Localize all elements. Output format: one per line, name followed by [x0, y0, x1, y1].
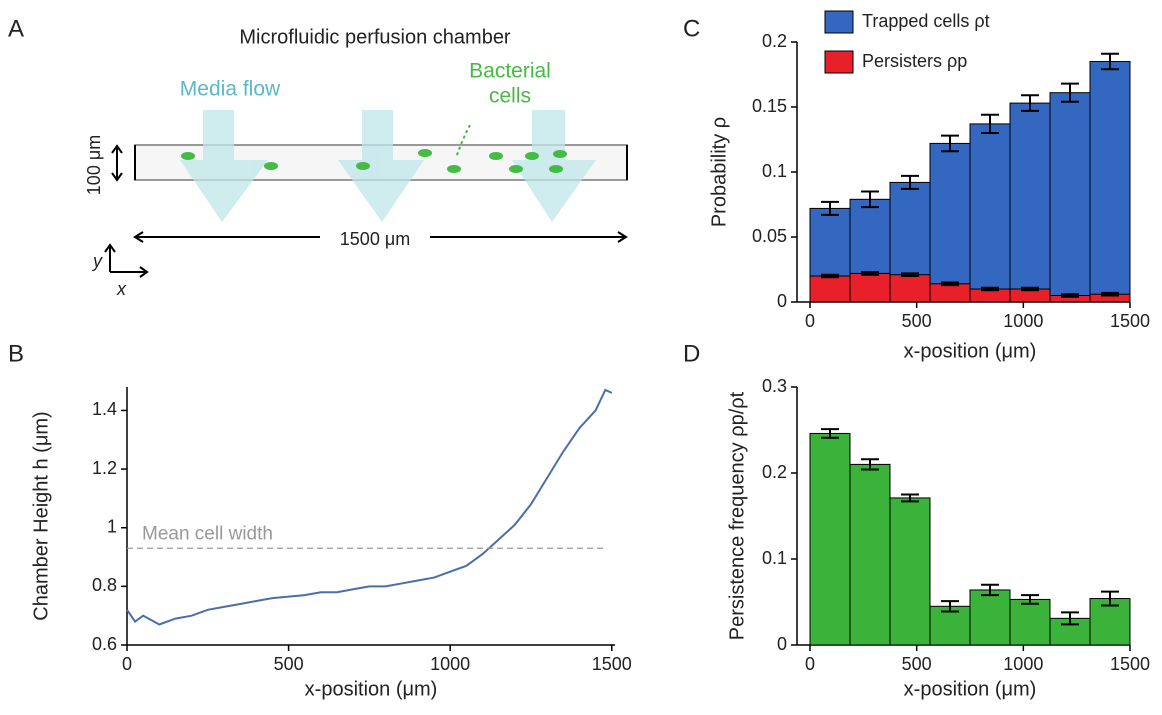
bar — [929, 283, 971, 303]
length-arrow — [133, 231, 628, 243]
cells-label: cells — [489, 85, 531, 108]
height-arrow — [111, 144, 123, 182]
bar — [1009, 102, 1051, 303]
x-tick-label: 1000 — [430, 654, 470, 674]
error-bar — [901, 272, 919, 277]
error-bar — [821, 273, 839, 279]
x-tick-label: 500 — [274, 654, 304, 674]
y-tick-label: 0.1 — [762, 161, 787, 181]
bar — [889, 497, 931, 646]
panel-label: C — [683, 15, 700, 42]
legend-swatch — [824, 50, 854, 74]
x-tick-label: 500 — [902, 654, 932, 674]
error-bar — [981, 286, 999, 292]
error-bar — [1101, 590, 1119, 607]
y-axis-label: Probability ρ — [708, 117, 730, 227]
height-label: 100 μm — [84, 135, 104, 195]
axes-icon — [104, 243, 149, 278]
x-tick-label: 0 — [122, 654, 132, 674]
error-bar — [1101, 291, 1119, 297]
x-tick-label: 0 — [805, 311, 815, 331]
bar — [809, 275, 851, 303]
bar — [849, 463, 891, 646]
pointer — [455, 124, 471, 159]
x-tick-label: 1500 — [592, 654, 632, 674]
y-tick-label: 0.2 — [762, 462, 787, 482]
error-bar — [861, 271, 879, 276]
bar — [969, 123, 1011, 303]
panel-label: D — [683, 340, 700, 367]
y-tick-label: 1 — [107, 516, 117, 536]
legend-label: Trapped cells ρt — [862, 11, 990, 31]
y-tick-label: 1.4 — [92, 399, 117, 419]
error-bar — [901, 174, 919, 190]
y-tick-label: 0.6 — [92, 634, 117, 654]
y-axis-label: Chamber Height h (μm) — [30, 411, 52, 620]
y-tick-label: 0.1 — [762, 548, 787, 568]
error-bar — [941, 281, 959, 287]
x-tick-label: 500 — [902, 311, 932, 331]
error-bar — [861, 190, 879, 209]
length-label: 1500 μm — [340, 229, 410, 249]
panel-a: A Microfluidic perfusion chamber Media f… — [8, 15, 628, 299]
cells-label: Bacterial — [469, 60, 551, 83]
cells — [181, 149, 567, 173]
bar — [929, 142, 971, 303]
x-axis-label: x-position (μm) — [305, 678, 438, 700]
flow-label: Media flow — [180, 78, 281, 101]
error-bar — [1101, 52, 1119, 71]
y-tick-label: 0.15 — [752, 96, 787, 116]
axis-x-icon: x — [116, 279, 127, 299]
x-tick-label: 1000 — [1003, 654, 1043, 674]
x-tick-label: 1000 — [1003, 311, 1043, 331]
y-tick-label: 0.2 — [762, 31, 787, 51]
error-bar — [1021, 286, 1039, 292]
error-bar — [1021, 94, 1039, 112]
error-bar — [1021, 594, 1039, 605]
panel-label: A — [8, 15, 24, 42]
error-bar — [1061, 611, 1079, 626]
error-bar — [821, 200, 839, 216]
x-tick-label: 1500 — [1110, 654, 1150, 674]
bar — [809, 432, 851, 646]
bar — [1089, 61, 1131, 303]
legend-label: Persisters ρp — [862, 51, 967, 71]
y-tick-label: 0 — [777, 634, 787, 654]
panel-label: B — [8, 340, 24, 367]
legend-swatch — [824, 10, 854, 34]
y-tick-label: 1.2 — [92, 458, 117, 478]
axis-y-icon: y — [91, 251, 103, 271]
bar — [1009, 598, 1051, 646]
error-bar — [981, 583, 999, 597]
error-bar — [821, 428, 839, 439]
flow-arrows — [180, 110, 596, 222]
chart-panel: B 0.6 0.8 1 1.2 1.4 0 500 1000 1500 x-position (μm… — [8, 340, 632, 700]
x-tick-label: 0 — [805, 654, 815, 674]
bar — [849, 272, 891, 303]
bar — [889, 274, 931, 303]
y-tick-label: 0.8 — [92, 575, 117, 595]
diagram-title: Microfluidic perfusion chamber — [239, 26, 511, 48]
chart-panel: C 0 0.05 0.1 0.15 0.2 0 500 1000 1500 x-position (… — [683, 10, 1150, 362]
x-axis-label: x-position (μm) — [904, 678, 1037, 700]
chart-panel: D 0 0.1 0.2 0.3 0 500 1000 1500 x-position (μm) Pe… — [683, 340, 1150, 700]
bar — [969, 589, 1011, 646]
error-bar — [941, 600, 959, 613]
y-tick-label: 0.05 — [752, 226, 787, 246]
error-bar — [901, 493, 919, 503]
x-axis-label: x-position (μm) — [904, 340, 1037, 362]
error-bar — [1061, 82, 1079, 103]
x-tick-label: 1500 — [1110, 311, 1150, 331]
line — [126, 388, 613, 626]
reference-label: Mean cell width — [142, 523, 273, 544]
error-bar — [1061, 293, 1079, 298]
y-tick-label: 0.3 — [762, 376, 787, 396]
error-bar — [861, 458, 879, 471]
bar — [1049, 92, 1091, 303]
y-axis-label: Persistence frequency ρp/ρt — [726, 391, 748, 640]
error-bar — [981, 113, 999, 134]
y-tick-label: 0 — [777, 291, 787, 311]
error-bar — [941, 134, 959, 153]
